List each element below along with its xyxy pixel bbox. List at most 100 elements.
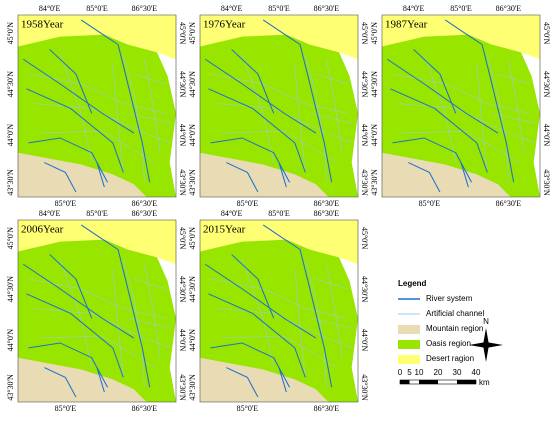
lon-label: 86°30'E [496,4,522,13]
year-label: 2006Year [21,224,64,236]
lat-label: 44°30'N [178,71,187,98]
lon-label: 85°0'E [268,4,290,13]
lon-label: 84°0'E [403,4,425,13]
year-label: 1976Year [203,19,246,31]
lon-label: 85°0'E [86,4,108,13]
scale-unit: km [479,378,490,387]
legend: Legend N River system Artificial channel M… [398,279,503,387]
lon-label: 86°30'E [132,199,158,208]
lon-label: 85°0'E [55,199,77,208]
lon-label: 86°30'E [314,404,340,413]
lon-label: 84°0'E [221,4,243,13]
scale-label: 30 [453,368,462,377]
lat-label: 43°30'N [370,169,379,196]
lon-label: 84°0'E [39,209,61,218]
lat-label: 43°30'N [188,374,197,401]
lon-label: 85°0'E [55,404,77,413]
lon-label: 85°0'E [419,199,441,208]
lon-label: 86°30'E [132,4,158,13]
lat-label: 43°30'N [360,169,369,196]
lat-label: 44°0'N [188,124,197,147]
lon-label: 85°0'E [268,209,290,218]
lat-label: 44°0'N [542,124,550,147]
lat-label: 44°30'N [6,276,15,303]
year-label: 1958Year [21,19,64,31]
lat-label: 45°0'N [188,227,197,250]
lon-label: 84°0'E [221,209,243,218]
map [17,219,177,403]
lon-label: 85°0'E [237,199,259,208]
lat-label: 44°30'N [188,71,197,98]
lon-label: 85°0'E [237,404,259,413]
lat-label: 44°0'N [178,124,187,147]
legend-label: Mountain region [426,324,483,333]
year-label: 1987Year [385,19,428,31]
lat-label: 43°30'N [360,374,369,401]
legend-label: River system [426,294,473,303]
lat-label: 45°0'N [542,22,550,45]
lat-label: 44°30'N [188,276,197,303]
lat-label: 44°30'N [6,71,15,98]
lat-label: 43°30'N [178,374,187,401]
lat-label: 44°30'N [542,71,550,98]
lat-label: 44°30'N [360,276,369,303]
lon-label: 86°30'E [314,209,340,218]
lat-label: 43°30'N [178,169,187,196]
lat-label: 44°0'N [370,124,379,147]
mountain-swatch [398,325,420,334]
lat-label: 44°0'N [360,329,369,352]
north-label: N [483,317,489,326]
lat-label: 44°0'N [6,124,15,147]
lat-label: 45°0'N [360,22,369,45]
map-panel: 1987Year 84°0'E 85°0'E 86°30'E 85°0'E 86°30'E… [370,4,550,208]
map-panel: 1958Year 84°0'E 85°0'E 86°30'E 85°0'E 86°30'E… [6,4,187,208]
legend-label: Desert ragion [426,354,474,363]
lon-label: 85°0'E [86,209,108,218]
lat-label: 43°30'N [6,374,15,401]
lon-label: 86°30'E [314,199,340,208]
scale-label: 20 [434,368,443,377]
oasis-swatch [398,340,420,349]
lat-label: 45°0'N [188,22,197,45]
lat-label: 44°0'N [360,124,369,147]
lon-label: 86°30'E [132,404,158,413]
scale-label: 10 [415,368,424,377]
scale-label: 0 [398,368,403,377]
lat-label: 44°30'N [360,71,369,98]
lat-label: 43°30'N [6,169,15,196]
legend-label: Artificial channel [426,309,484,318]
map-panel: 1976Year 84°0'E 85°0'E 86°30'E 85°0'E 86°30'E… [188,4,369,208]
lat-label: 43°30'N [188,169,197,196]
lat-label: 44°0'N [188,329,197,352]
lat-label: 44°30'N [370,71,379,98]
scale-bar [399,379,477,385]
map [381,14,541,198]
scale-label: 5 [407,368,412,377]
map-panel: 2015Year 84°0'E 85°0'E 86°30'E 85°0'E 86°30'E… [188,209,369,413]
year-label: 2015Year [203,224,246,236]
lat-label: 45°0'N [6,227,15,250]
lat-label: 45°0'N [360,227,369,250]
lon-label: 86°30'E [496,199,522,208]
north-arrow: N [469,317,503,362]
legend-label: Oasis region [426,339,471,348]
lon-label: 86°30'E [132,209,158,218]
lat-label: 45°0'N [370,22,379,45]
lon-label: 86°30'E [314,4,340,13]
lat-label: 44°0'N [6,329,15,352]
lat-label: 43°30'N [542,169,550,196]
legend-title: Legend [398,279,427,288]
map [199,14,359,198]
lon-label: 85°0'E [450,4,472,13]
lat-label: 45°0'N [6,22,15,45]
map [199,219,359,403]
map-panel: 2006Year 84°0'E 85°0'E 86°30'E 85°0'E 86°30'E… [6,209,187,413]
lat-label: 45°0'N [178,22,187,45]
lat-label: 44°0'N [178,329,187,352]
lon-label: 84°0'E [39,4,61,13]
lat-label: 44°30'N [178,276,187,303]
desert-swatch [398,355,420,364]
map [17,14,177,198]
